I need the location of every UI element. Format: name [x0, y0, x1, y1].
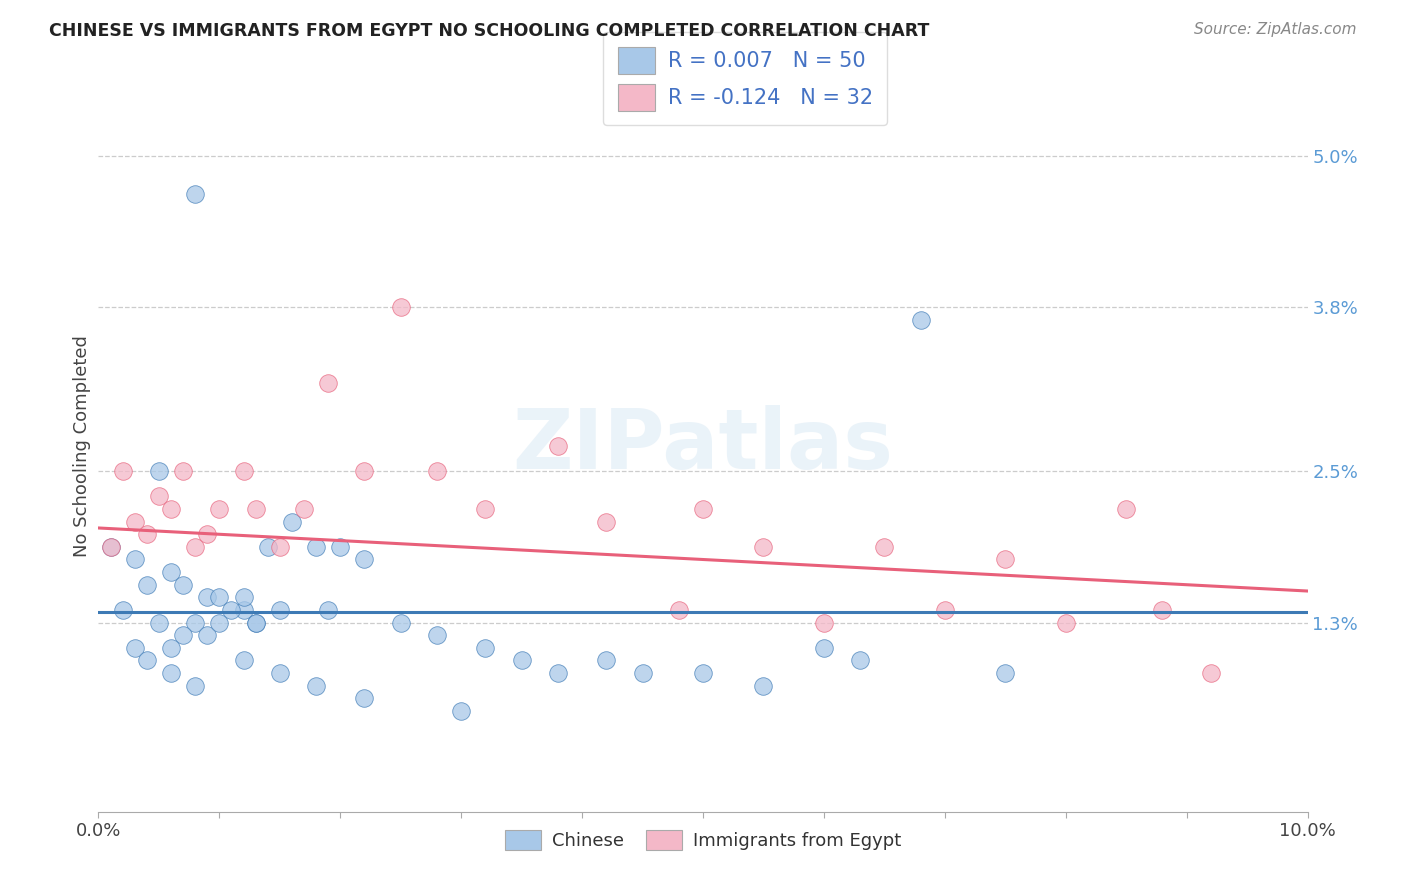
Point	[752, 679, 775, 693]
Point	[148, 490, 170, 504]
Y-axis label: No Schooling Completed: No Schooling Completed	[73, 335, 91, 557]
Point	[195, 628, 218, 642]
Point	[172, 628, 194, 642]
Point	[1054, 615, 1077, 630]
Point	[100, 540, 122, 554]
Point	[389, 300, 412, 314]
Point	[474, 502, 496, 516]
Point	[692, 502, 714, 516]
Point	[547, 665, 569, 680]
Point	[305, 679, 328, 693]
Point	[305, 540, 328, 554]
Point	[232, 603, 254, 617]
Point	[245, 615, 267, 630]
Point	[160, 640, 183, 655]
Text: CHINESE VS IMMIGRANTS FROM EGYPT NO SCHOOLING COMPLETED CORRELATION CHART: CHINESE VS IMMIGRANTS FROM EGYPT NO SCHO…	[49, 22, 929, 40]
Point	[160, 502, 183, 516]
Point	[184, 186, 207, 201]
Point	[124, 515, 146, 529]
Point	[910, 313, 932, 327]
Text: Source: ZipAtlas.com: Source: ZipAtlas.com	[1194, 22, 1357, 37]
Point	[316, 603, 339, 617]
Point	[353, 464, 375, 478]
Point	[668, 603, 690, 617]
Point	[232, 591, 254, 605]
Point	[631, 665, 654, 680]
Text: ZIPatlas: ZIPatlas	[513, 406, 893, 486]
Point	[292, 502, 315, 516]
Point	[813, 615, 835, 630]
Point	[100, 540, 122, 554]
Point	[1115, 502, 1137, 516]
Point	[195, 591, 218, 605]
Point	[184, 679, 207, 693]
Point	[994, 552, 1017, 566]
Point	[269, 665, 291, 680]
Point	[426, 628, 449, 642]
Point	[160, 565, 183, 579]
Point	[595, 653, 617, 667]
Point	[692, 665, 714, 680]
Point	[160, 665, 183, 680]
Point	[232, 464, 254, 478]
Point	[135, 653, 157, 667]
Point	[124, 640, 146, 655]
Point	[148, 464, 170, 478]
Point	[245, 615, 267, 630]
Point	[269, 540, 291, 554]
Point	[873, 540, 896, 554]
Point	[135, 527, 157, 541]
Point	[450, 704, 472, 718]
Point	[232, 653, 254, 667]
Point	[510, 653, 533, 667]
Point	[994, 665, 1017, 680]
Point	[256, 540, 278, 554]
Point	[474, 640, 496, 655]
Point	[172, 578, 194, 592]
Point	[934, 603, 956, 617]
Point	[111, 464, 134, 478]
Point	[172, 464, 194, 478]
Point	[245, 502, 267, 516]
Point	[752, 540, 775, 554]
Point	[595, 515, 617, 529]
Point	[547, 439, 569, 453]
Point	[148, 615, 170, 630]
Point	[353, 691, 375, 706]
Point	[111, 603, 134, 617]
Point	[208, 615, 231, 630]
Point	[1199, 665, 1222, 680]
Point	[389, 615, 412, 630]
Point	[124, 552, 146, 566]
Point	[184, 540, 207, 554]
Point	[316, 376, 339, 390]
Legend: Chinese, Immigrants from Egypt: Chinese, Immigrants from Egypt	[498, 823, 908, 857]
Point	[281, 515, 304, 529]
Point	[208, 502, 231, 516]
Point	[1152, 603, 1174, 617]
Point	[135, 578, 157, 592]
Point	[813, 640, 835, 655]
Point	[208, 591, 231, 605]
Point	[195, 527, 218, 541]
Point	[221, 603, 243, 617]
Point	[849, 653, 872, 667]
Point	[329, 540, 352, 554]
Point	[184, 615, 207, 630]
Point	[269, 603, 291, 617]
Point	[353, 552, 375, 566]
Point	[426, 464, 449, 478]
